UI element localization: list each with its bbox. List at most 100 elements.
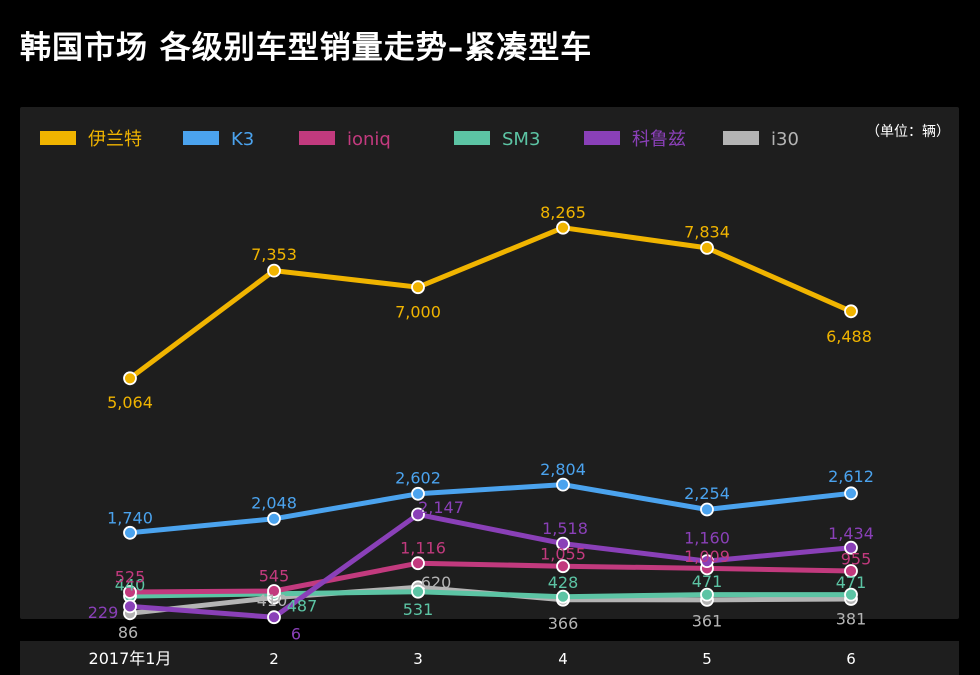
legend-label: i30 — [771, 129, 799, 150]
data-label-SM3-2: 531 — [403, 600, 434, 619]
legend-label: ioniq — [347, 129, 391, 150]
data-label-伊兰特-0: 5,064 — [107, 393, 153, 412]
data-point-伊兰特-5 — [844, 304, 858, 319]
data-label-K3-2: 2,602 — [395, 468, 441, 487]
series-line-SM3 — [127, 589, 854, 600]
x-tick-label-1: 2 — [269, 650, 279, 668]
data-point-SM3-4 — [700, 587, 714, 602]
x-axis: 2017年1月 2 3 4 5 6 — [89, 649, 856, 668]
data-label-伊兰特-5: 6,488 — [826, 327, 872, 346]
data-point-科鲁兹-5 — [844, 540, 858, 555]
legend-item-4: 科鲁兹 — [584, 129, 686, 150]
data-point-伊兰特-4 — [700, 240, 714, 255]
data-point-伊兰特-1 — [267, 263, 281, 278]
data-label-SM3-1: 487 — [287, 596, 318, 615]
data-point-ioniq-2 — [411, 556, 425, 571]
data-label-科鲁兹-4: 1,160 — [684, 529, 730, 548]
data-label-K3-4: 2,254 — [684, 484, 730, 503]
data-point-ioniq-3 — [556, 559, 570, 574]
legend-label: 科鲁兹 — [632, 129, 686, 150]
data-point-ioniq-5 — [844, 564, 858, 578]
x-tick-label-3: 4 — [558, 650, 568, 668]
data-label-i30-1: 410 — [257, 591, 288, 610]
series-line-科鲁兹 — [127, 511, 854, 620]
data-label-伊兰特-3: 8,265 — [540, 203, 586, 222]
x-tick-label-2: 3 — [413, 650, 423, 668]
data-label-i30-5: 381 — [836, 609, 867, 628]
data-label-SM3-4: 471 — [692, 572, 723, 591]
legend-item-0: 伊兰特 — [40, 129, 142, 150]
legend-item-5: i30 — [723, 129, 799, 150]
series-line-伊兰特 — [127, 225, 854, 381]
legend-swatch — [723, 131, 759, 145]
legend-swatch — [299, 131, 335, 145]
data-label-科鲁兹-0: 229 — [88, 603, 119, 622]
x-tick-label-4: 5 — [702, 650, 712, 668]
x-tick-label-5: 6 — [846, 650, 856, 668]
data-point-伊兰特-2 — [411, 280, 425, 295]
series-points — [123, 220, 858, 625]
data-point-科鲁兹-3 — [556, 536, 570, 551]
data-label-ioniq-4: 1,009 — [684, 547, 730, 566]
data-label-K3-1: 2,048 — [251, 493, 297, 512]
legend-item-3: SM3 — [454, 129, 540, 150]
legend-swatch — [584, 131, 620, 145]
data-labels: 86 410 620 366 361 381 440 487 531 428 471 471 525 54… — [88, 203, 874, 644]
data-point-K3-2 — [411, 486, 425, 501]
data-label-科鲁兹-1: 6 — [291, 625, 301, 644]
data-point-K3-5 — [844, 486, 858, 501]
legend-item-1: K3 — [183, 129, 254, 150]
data-label-ioniq-3: 1,055 — [540, 545, 586, 564]
unit-label: （单位：辆） — [866, 124, 950, 140]
data-label-伊兰特-4: 7,834 — [684, 222, 730, 241]
data-point-伊兰特-0 — [123, 371, 137, 386]
x-axis-band — [20, 641, 959, 675]
legend-swatch — [183, 131, 219, 145]
data-label-SM3-0: 440 — [115, 576, 146, 595]
data-label-科鲁兹-2: 2,147 — [418, 498, 464, 517]
data-point-ioniq-0 — [123, 585, 137, 599]
data-label-i30-4: 361 — [692, 611, 723, 630]
data-label-i30-3: 366 — [548, 614, 579, 633]
chart-panel — [20, 107, 959, 619]
data-point-伊兰特-3 — [556, 220, 570, 235]
data-point-ioniq-1 — [267, 584, 281, 598]
data-label-科鲁兹-5: 1,434 — [828, 524, 874, 543]
data-label-伊兰特-2: 7,000 — [395, 303, 441, 322]
legend-label: 伊兰特 — [88, 129, 142, 150]
data-label-i30-0: 86 — [118, 623, 138, 642]
data-point-科鲁兹-2 — [411, 507, 425, 522]
data-label-i30-2: 620 — [421, 573, 452, 592]
data-point-科鲁兹-0 — [123, 599, 137, 614]
legend-swatch — [40, 131, 76, 145]
legend-swatch — [454, 131, 490, 145]
data-label-ioniq-2: 1,116 — [400, 539, 446, 558]
legend-item-2: ioniq — [299, 129, 391, 150]
data-label-K3-3: 2,804 — [540, 460, 586, 479]
series-lines — [127, 225, 854, 620]
x-tick-label-0: 2017年1月 — [89, 649, 172, 668]
data-label-ioniq-5: 955 — [841, 550, 872, 569]
data-point-科鲁兹-4 — [700, 554, 714, 568]
data-point-SM3-5 — [844, 587, 858, 602]
data-point-SM3-3 — [556, 589, 570, 604]
data-label-ioniq-0: 525 — [115, 567, 146, 586]
data-point-K3-1 — [267, 511, 281, 526]
data-point-K3-4 — [700, 502, 714, 517]
data-label-ioniq-1: 545 — [259, 566, 290, 585]
data-label-SM3-5: 471 — [836, 573, 867, 592]
legend-label: SM3 — [502, 129, 540, 150]
data-label-伊兰特-1: 7,353 — [251, 245, 297, 264]
legend: 伊兰特 K3 ioniq SM3 科鲁兹 i30 — [40, 129, 799, 150]
data-point-科鲁兹-1 — [267, 610, 281, 625]
data-label-K3-0: 1,740 — [107, 508, 153, 527]
data-point-SM3-2 — [411, 584, 425, 599]
data-label-K3-5: 2,612 — [828, 467, 874, 486]
data-point-K3-3 — [556, 477, 570, 492]
series-line-ioniq — [127, 560, 854, 595]
data-label-科鲁兹-3: 1,518 — [542, 519, 588, 538]
legend-label: K3 — [231, 129, 254, 150]
series-line-K3 — [127, 482, 854, 536]
data-point-K3-0 — [123, 525, 137, 540]
